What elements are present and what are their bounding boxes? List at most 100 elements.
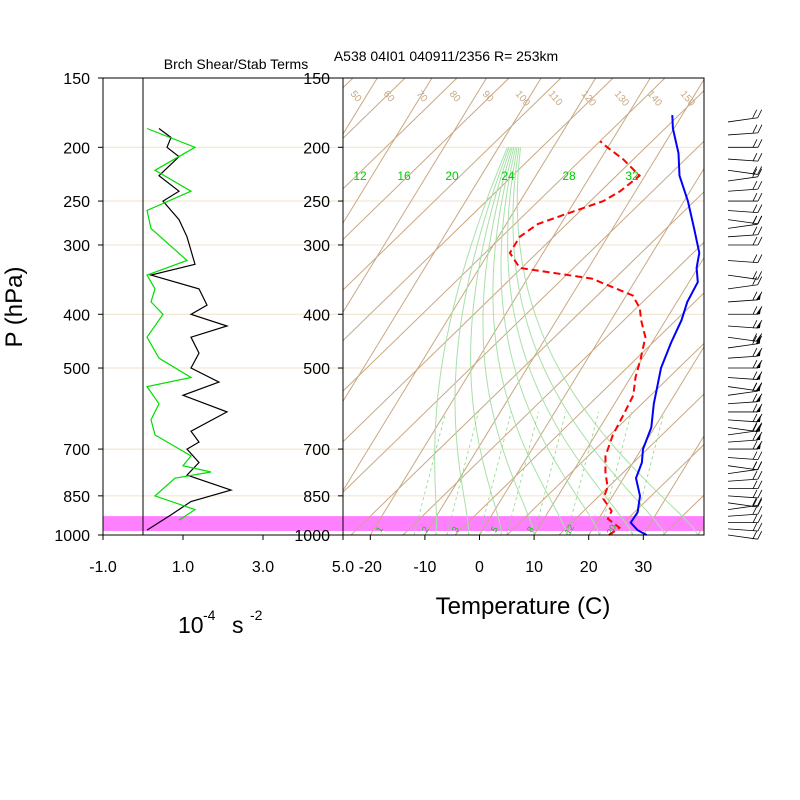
wind-barb-pennant <box>755 414 761 422</box>
mixing-ratio-label: 12 <box>353 169 367 183</box>
wind-barb-feather <box>757 451 763 460</box>
theta-label: 100 <box>513 89 532 109</box>
isotherm <box>424 78 704 535</box>
wind-barb-feather <box>752 306 758 315</box>
isotherm <box>343 78 597 492</box>
isotherm <box>533 256 704 535</box>
moist-adiabat <box>516 147 699 535</box>
wind-barb-feather <box>752 480 758 489</box>
dry-adiabat <box>454 292 704 535</box>
wind-barb-feather <box>757 489 763 499</box>
left-y-tick-label: 700 <box>63 442 90 459</box>
wind-barb-feather <box>752 215 758 225</box>
left-y-tick-label: 300 <box>63 238 90 255</box>
temperature-profile-line <box>629 115 701 536</box>
left-y-tick-label: 400 <box>63 307 90 324</box>
theta-label: 120 <box>579 89 598 109</box>
isotherm <box>343 78 378 135</box>
wind-barb-feather <box>752 423 758 432</box>
moist-adiabat <box>507 147 633 535</box>
dry-adiabat <box>343 78 354 89</box>
moist-adiabat <box>454 147 510 535</box>
dewpoint-profile-line <box>508 140 647 536</box>
dry-adiabat <box>343 78 458 190</box>
wind-barb-feather <box>752 489 758 499</box>
wind-barb-feather <box>752 226 758 235</box>
wind-barb-feather <box>752 403 758 413</box>
wind-barbs <box>727 109 763 540</box>
theta-label: 110 <box>546 89 565 109</box>
shear-panel-series <box>145 127 234 531</box>
bottom-mixing-label: 8 <box>525 525 536 534</box>
moist-adiabat <box>492 147 568 535</box>
mixing-ratio-label: 20 <box>445 169 459 183</box>
isotherm <box>0 78 268 535</box>
dry-adiabat <box>343 78 614 342</box>
wind-barb-feather <box>752 168 758 177</box>
wind-barb-feather <box>752 236 758 246</box>
theta-label: 150 <box>678 89 697 109</box>
wind-barb-feather <box>757 109 763 118</box>
wind-barb-pennant <box>755 433 761 441</box>
wind-barb-staff <box>727 299 758 303</box>
theta-label: 70 <box>414 89 430 105</box>
bottom-mixing-label: 1 <box>374 525 385 534</box>
left-x-tick-label: 5.0 <box>332 559 354 576</box>
wind-barb-feather <box>757 530 763 540</box>
wind-barb-pennant <box>755 423 761 431</box>
wind-barb-feather <box>757 505 763 515</box>
isotherm <box>343 78 542 403</box>
mixing-ratio-label: 16 <box>397 169 411 183</box>
units-exponent-1: -4 <box>203 607 216 623</box>
wind-barb-feather <box>752 166 758 175</box>
wind-barb-feather <box>752 335 758 344</box>
right-y-tick-label: 700 <box>303 442 330 459</box>
wind-barb-staff <box>727 188 758 192</box>
wind-barb-feather <box>752 413 758 423</box>
wind-barb-feather <box>752 514 758 523</box>
left-x-tick-label: -1.0 <box>89 559 117 576</box>
wind-barb-feather <box>757 226 763 235</box>
wind-barb-feather <box>757 461 763 470</box>
wind-barb-feather <box>757 514 763 523</box>
mixing-ratio-label: 24 <box>501 169 515 183</box>
wind-barb-feather <box>757 522 763 532</box>
wind-barb-feather <box>757 139 763 148</box>
moist-adiabat <box>500 147 601 535</box>
isotherm <box>588 345 704 535</box>
wind-barb-feather <box>757 168 763 177</box>
bottom-mixing-label: 2 <box>420 525 431 534</box>
moist-adiabat <box>470 147 512 535</box>
wind-barb-feather <box>757 480 763 489</box>
wind-barb-staff <box>727 430 758 436</box>
wind-barb-staff <box>727 401 758 405</box>
wind-barb-feather <box>752 422 758 431</box>
stability-term-line <box>145 127 212 521</box>
units-exponent-2: -2 <box>250 607 263 623</box>
temperature-x-tick-label: 0 <box>475 559 484 576</box>
wind-barb-feather <box>757 254 763 263</box>
wind-barb-feather <box>752 319 758 329</box>
left-y-tick-label: 150 <box>63 71 90 88</box>
wind-barb-feather <box>757 152 763 162</box>
wind-barb-feather <box>752 359 758 369</box>
wind-barb-feather <box>752 371 758 380</box>
bottom-mixing-label: 5 <box>489 525 500 534</box>
theta-label: 50 <box>348 89 364 105</box>
wind-barb-feather <box>757 276 763 285</box>
shear-term-line <box>146 128 234 531</box>
left-y-tick-label: 200 <box>63 140 90 157</box>
left-y-tick-label: 1000 <box>54 528 90 545</box>
wind-barb-feather <box>752 505 758 515</box>
isotherm <box>697 524 704 535</box>
wind-barb-feather <box>757 124 763 134</box>
wind-barb-feather <box>752 497 758 506</box>
wind-barb-feather <box>752 530 758 540</box>
wind-barb-feather <box>752 152 758 162</box>
dry-adiabat <box>343 140 704 493</box>
dry-adiabat <box>350 191 704 535</box>
theta-label: 90 <box>480 89 496 105</box>
skewt-panel-title: A538 04I01 040911/2356 R= 253km <box>334 48 558 64</box>
